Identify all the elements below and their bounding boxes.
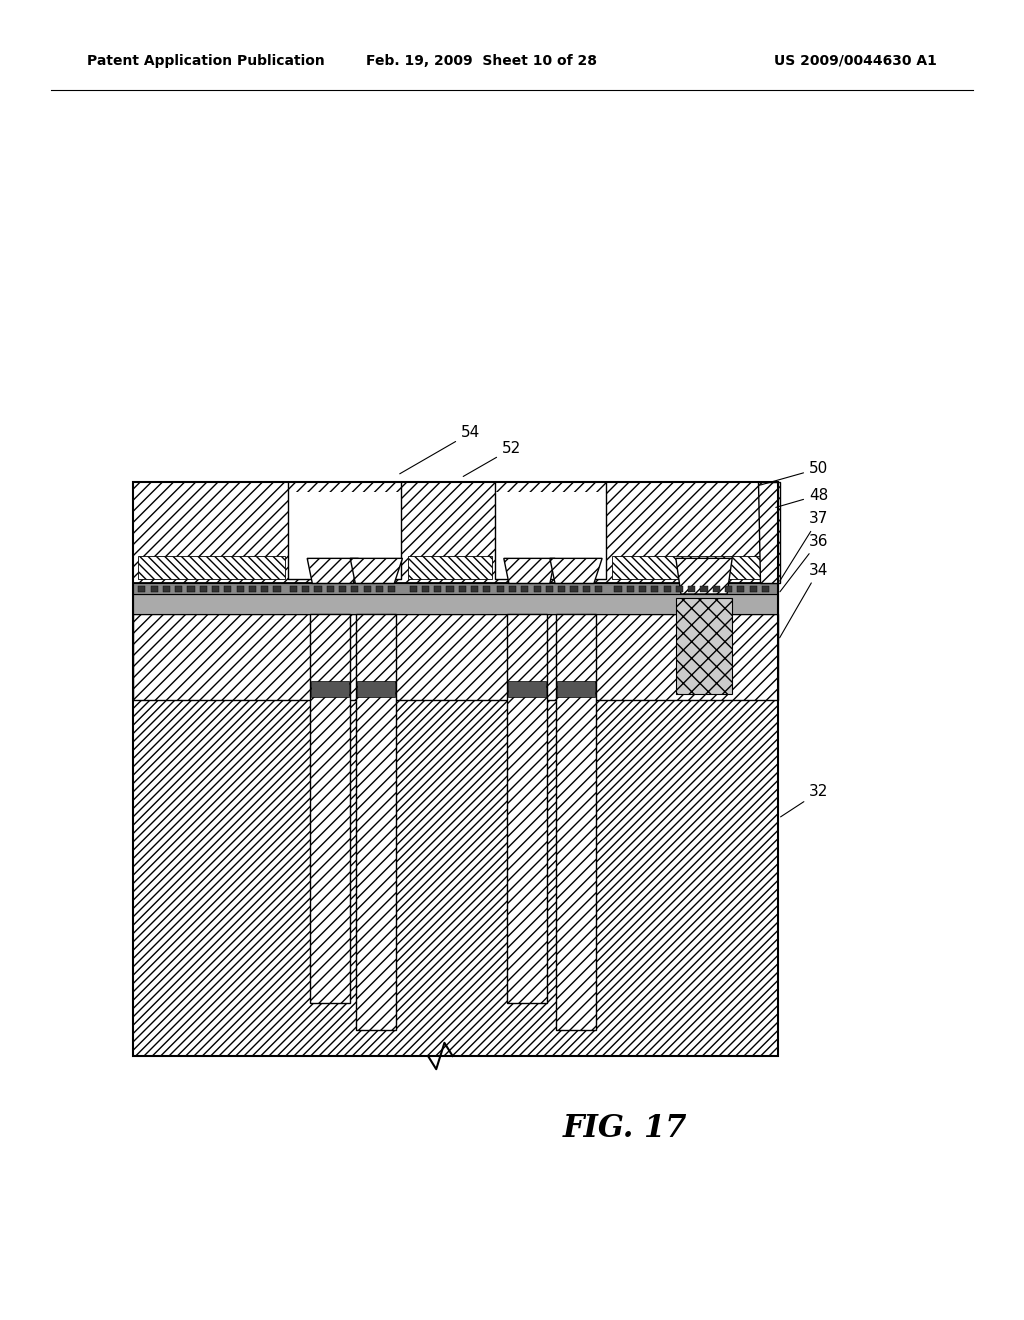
Bar	[583, 586, 590, 591]
Bar	[570, 586, 578, 591]
Bar	[557, 681, 595, 697]
Text: 34: 34	[779, 562, 828, 638]
Bar	[249, 586, 256, 591]
Bar	[237, 586, 244, 591]
Bar	[713, 586, 720, 591]
Bar	[187, 586, 195, 591]
Bar	[737, 586, 744, 591]
Bar	[688, 586, 695, 591]
Bar	[410, 586, 417, 591]
Bar	[534, 586, 541, 591]
Bar	[364, 586, 371, 591]
Text: US 2009/0044630 A1: US 2009/0044630 A1	[774, 54, 937, 67]
Bar	[546, 586, 553, 591]
Bar	[224, 586, 231, 591]
Bar	[509, 586, 516, 591]
Bar	[133, 594, 778, 614]
Bar	[750, 586, 757, 591]
Bar	[133, 700, 778, 1056]
Bar	[138, 556, 285, 579]
Bar	[175, 586, 182, 591]
Text: 37: 37	[779, 511, 828, 581]
Bar	[288, 492, 401, 579]
Text: 54: 54	[399, 425, 480, 474]
Bar	[310, 614, 350, 1003]
Bar	[700, 586, 708, 591]
Text: 50: 50	[761, 461, 828, 484]
Bar	[357, 681, 395, 697]
Text: 36: 36	[780, 533, 828, 591]
Bar	[434, 586, 441, 591]
Bar	[290, 586, 297, 591]
Polygon shape	[504, 558, 555, 583]
Bar	[138, 586, 145, 591]
Bar	[676, 598, 732, 694]
Bar	[521, 586, 528, 591]
Bar	[133, 482, 778, 1056]
Bar	[639, 586, 646, 591]
Bar	[497, 586, 504, 591]
Bar	[664, 586, 671, 591]
Text: Feb. 19, 2009  Sheet 10 of 28: Feb. 19, 2009 Sheet 10 of 28	[366, 54, 597, 67]
Bar	[133, 482, 778, 583]
Bar	[676, 586, 683, 591]
Bar	[725, 586, 732, 591]
Bar	[446, 586, 454, 591]
Bar	[507, 614, 547, 1003]
Bar	[327, 586, 334, 591]
Bar	[314, 586, 322, 591]
Bar	[556, 614, 596, 1030]
Bar	[558, 586, 565, 591]
Polygon shape	[758, 482, 780, 583]
Text: 52: 52	[463, 441, 521, 477]
Bar	[495, 492, 606, 579]
Bar	[212, 586, 219, 591]
Bar	[151, 586, 158, 591]
Bar	[311, 681, 349, 697]
Polygon shape	[550, 558, 602, 583]
Bar	[356, 614, 396, 1030]
Bar	[163, 586, 170, 591]
Bar	[133, 614, 778, 700]
Bar	[612, 556, 761, 579]
Bar	[471, 586, 478, 591]
Bar	[376, 586, 383, 591]
Bar	[614, 586, 622, 591]
Bar	[133, 583, 778, 594]
Bar	[595, 586, 602, 591]
Bar	[351, 586, 358, 591]
Bar	[651, 586, 658, 591]
Bar	[459, 586, 466, 591]
Bar	[388, 586, 395, 591]
Bar	[422, 586, 429, 591]
Bar	[339, 586, 346, 591]
Bar	[302, 586, 309, 591]
Bar	[762, 586, 769, 591]
Bar	[627, 586, 634, 591]
Bar	[408, 556, 492, 579]
Bar	[273, 586, 281, 591]
Bar	[483, 586, 490, 591]
Text: Patent Application Publication: Patent Application Publication	[87, 54, 325, 67]
Bar	[261, 586, 268, 591]
Text: FIG. 17: FIG. 17	[562, 1113, 687, 1144]
Bar	[200, 586, 207, 591]
Polygon shape	[676, 558, 732, 594]
Polygon shape	[307, 558, 358, 583]
Bar	[508, 681, 546, 697]
Text: 48: 48	[776, 487, 828, 507]
Polygon shape	[350, 558, 402, 583]
Text: 32: 32	[780, 784, 828, 817]
